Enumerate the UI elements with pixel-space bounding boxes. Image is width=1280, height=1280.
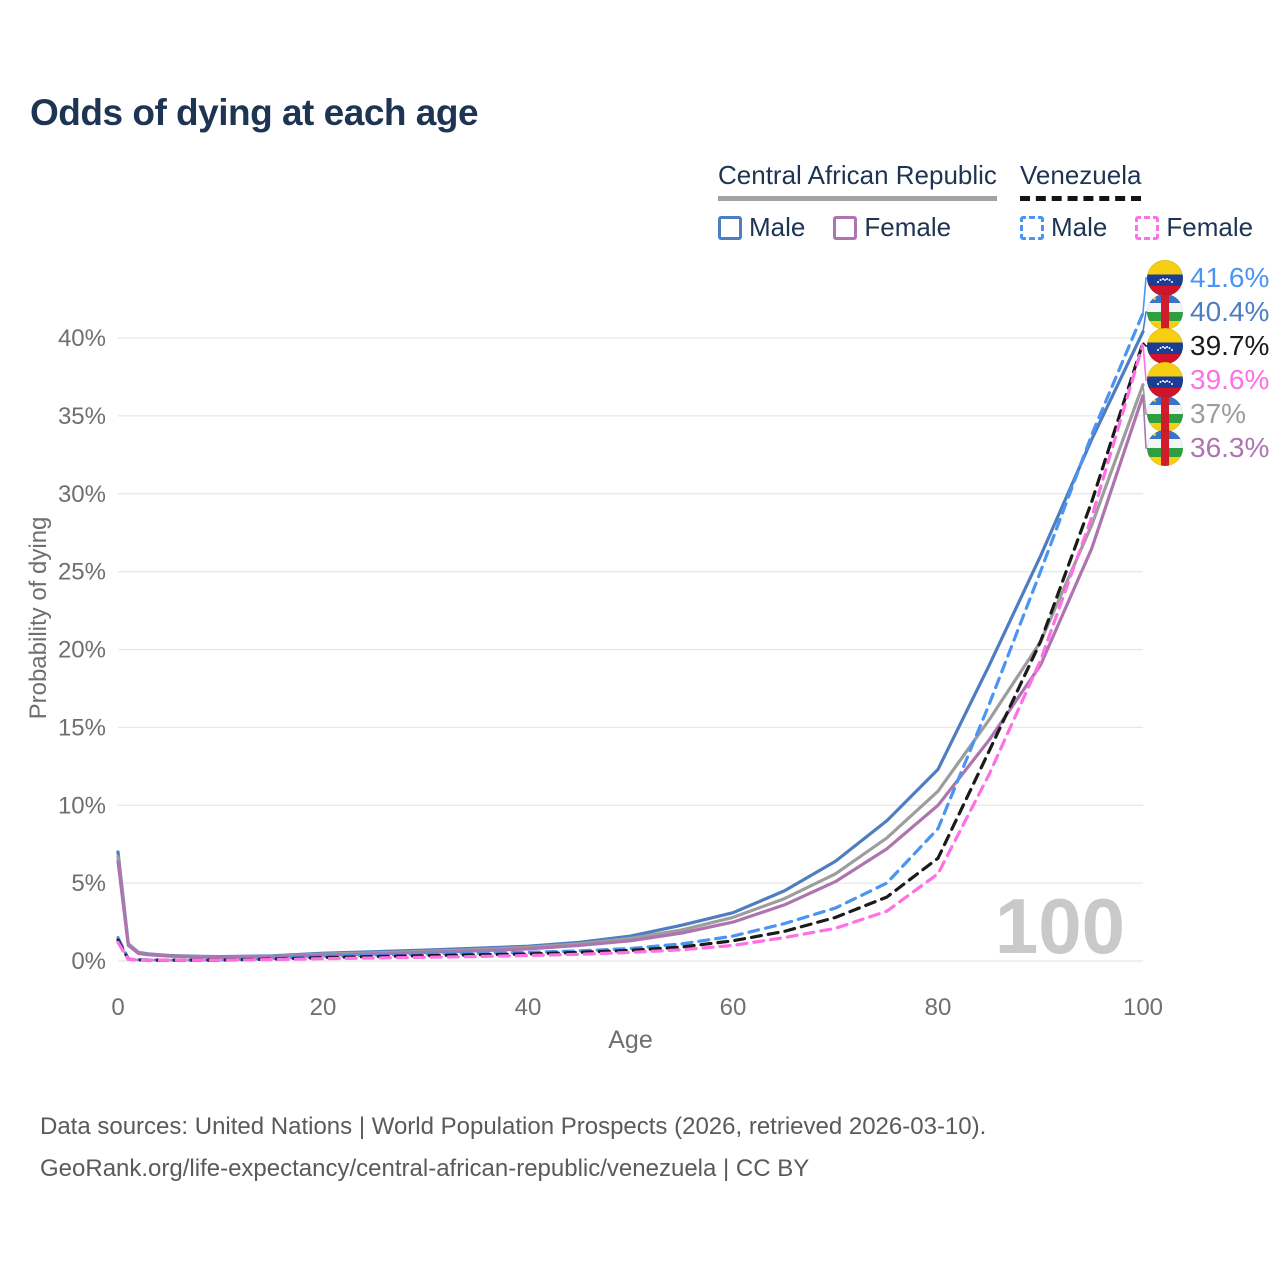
central-african-republic-flag-icon (1147, 294, 1183, 330)
y-tick-label: 25% (58, 559, 106, 586)
y-tick-label: 20% (58, 637, 106, 664)
legend-group-venezuela: Venezuela Male Female (1020, 160, 1253, 243)
y-tick-label: 15% (58, 714, 106, 741)
end-value: 40.4% (1190, 296, 1270, 327)
series-line-ven-male[interactable] (116, 311, 1145, 962)
venezuela-flag-icon (1147, 362, 1183, 398)
end-value: 41.6% (1190, 262, 1270, 293)
x-tick-label: 80 (925, 994, 952, 1021)
venezuela-flag-icon (1147, 260, 1183, 296)
venezuela-male-swatch (1020, 215, 1044, 240)
legend-item-venezuela-female[interactable]: Female (1135, 212, 1253, 243)
end-value: 39.6% (1190, 364, 1270, 395)
y-tick-label: 35% (58, 403, 106, 430)
end-label-car-male: 40.4% (1147, 294, 1269, 330)
legend-item-label: Female (1166, 212, 1254, 242)
y-tick-label: 5% (71, 870, 106, 897)
x-tick-label: 20 (310, 994, 337, 1021)
end-label-car-female: 36.3% (1147, 430, 1269, 466)
series-line-ven-female[interactable] (116, 342, 1145, 962)
legend-group-central-african-republic: Central African Republic Male Female (718, 160, 997, 243)
y-tick-label: 40% (58, 325, 106, 352)
x-axis-title: Age (608, 1026, 652, 1054)
legend-item-label: Female (864, 212, 952, 242)
end-label-venezuela-both: 39.7% (1147, 328, 1269, 364)
x-tick-label: 0 (111, 994, 124, 1021)
legend-item-car-female[interactable]: Female (833, 212, 951, 243)
car-female-swatch (833, 215, 858, 240)
venezuela-female-swatch (1135, 215, 1160, 240)
venezuela-flag-icon (1147, 328, 1183, 364)
series-line-car-male[interactable] (116, 330, 1145, 959)
end-value: 36.3% (1190, 432, 1270, 463)
end-value: 37% (1190, 398, 1247, 429)
end-label-venezuela-male: 41.6% (1147, 260, 1269, 296)
line-chart[interactable]: 0% 5% 10% 15% 20% 25% 30% 35% 40% 0 20 40 60 80 100 Age… (0, 250, 1280, 1060)
legend-item-venezuela-male[interactable]: Male (1020, 212, 1107, 243)
footer: Data sources: United Nations | World Pop… (40, 1106, 986, 1190)
y-tick-label: 30% (58, 481, 106, 508)
page-title: Odds of dying at each age (30, 92, 479, 133)
legend-country-label-car: Central African Republic (718, 160, 997, 201)
y-tick-label: 0% (71, 948, 106, 975)
attribution-line: GeoRank.org/life-expectancy/central-afri… (40, 1155, 810, 1182)
car-male-swatch (718, 215, 742, 240)
end-label-car-both: 37% (1147, 396, 1246, 432)
legend-item-label: Male (749, 212, 806, 242)
series-line-car-both[interactable] (116, 383, 1145, 959)
central-african-republic-flag-icon (1147, 430, 1183, 466)
end-value: 39.7% (1190, 330, 1270, 361)
y-tick-label: 10% (58, 792, 106, 819)
series-line-ven-both[interactable] (116, 341, 1145, 962)
x-tick-label: 40 (515, 994, 542, 1021)
x-tick-label: 60 (720, 994, 747, 1021)
legend-item-label: Male (1051, 212, 1108, 242)
end-label-venezuela-female: 39.6% (1147, 362, 1269, 398)
x-tick-label: 100 (1123, 994, 1163, 1021)
legend-item-car-male[interactable]: Male (718, 212, 805, 243)
y-axis-title: Probability of dying (25, 517, 52, 720)
data-sources-line: Data sources: United Nations | World Pop… (40, 1113, 987, 1140)
series-line-car-female[interactable] (116, 394, 1145, 959)
legend-country-label-venezuela: Venezuela (1020, 160, 1142, 201)
central-african-republic-flag-icon (1147, 396, 1183, 432)
age-watermark: 100 (995, 882, 1125, 970)
